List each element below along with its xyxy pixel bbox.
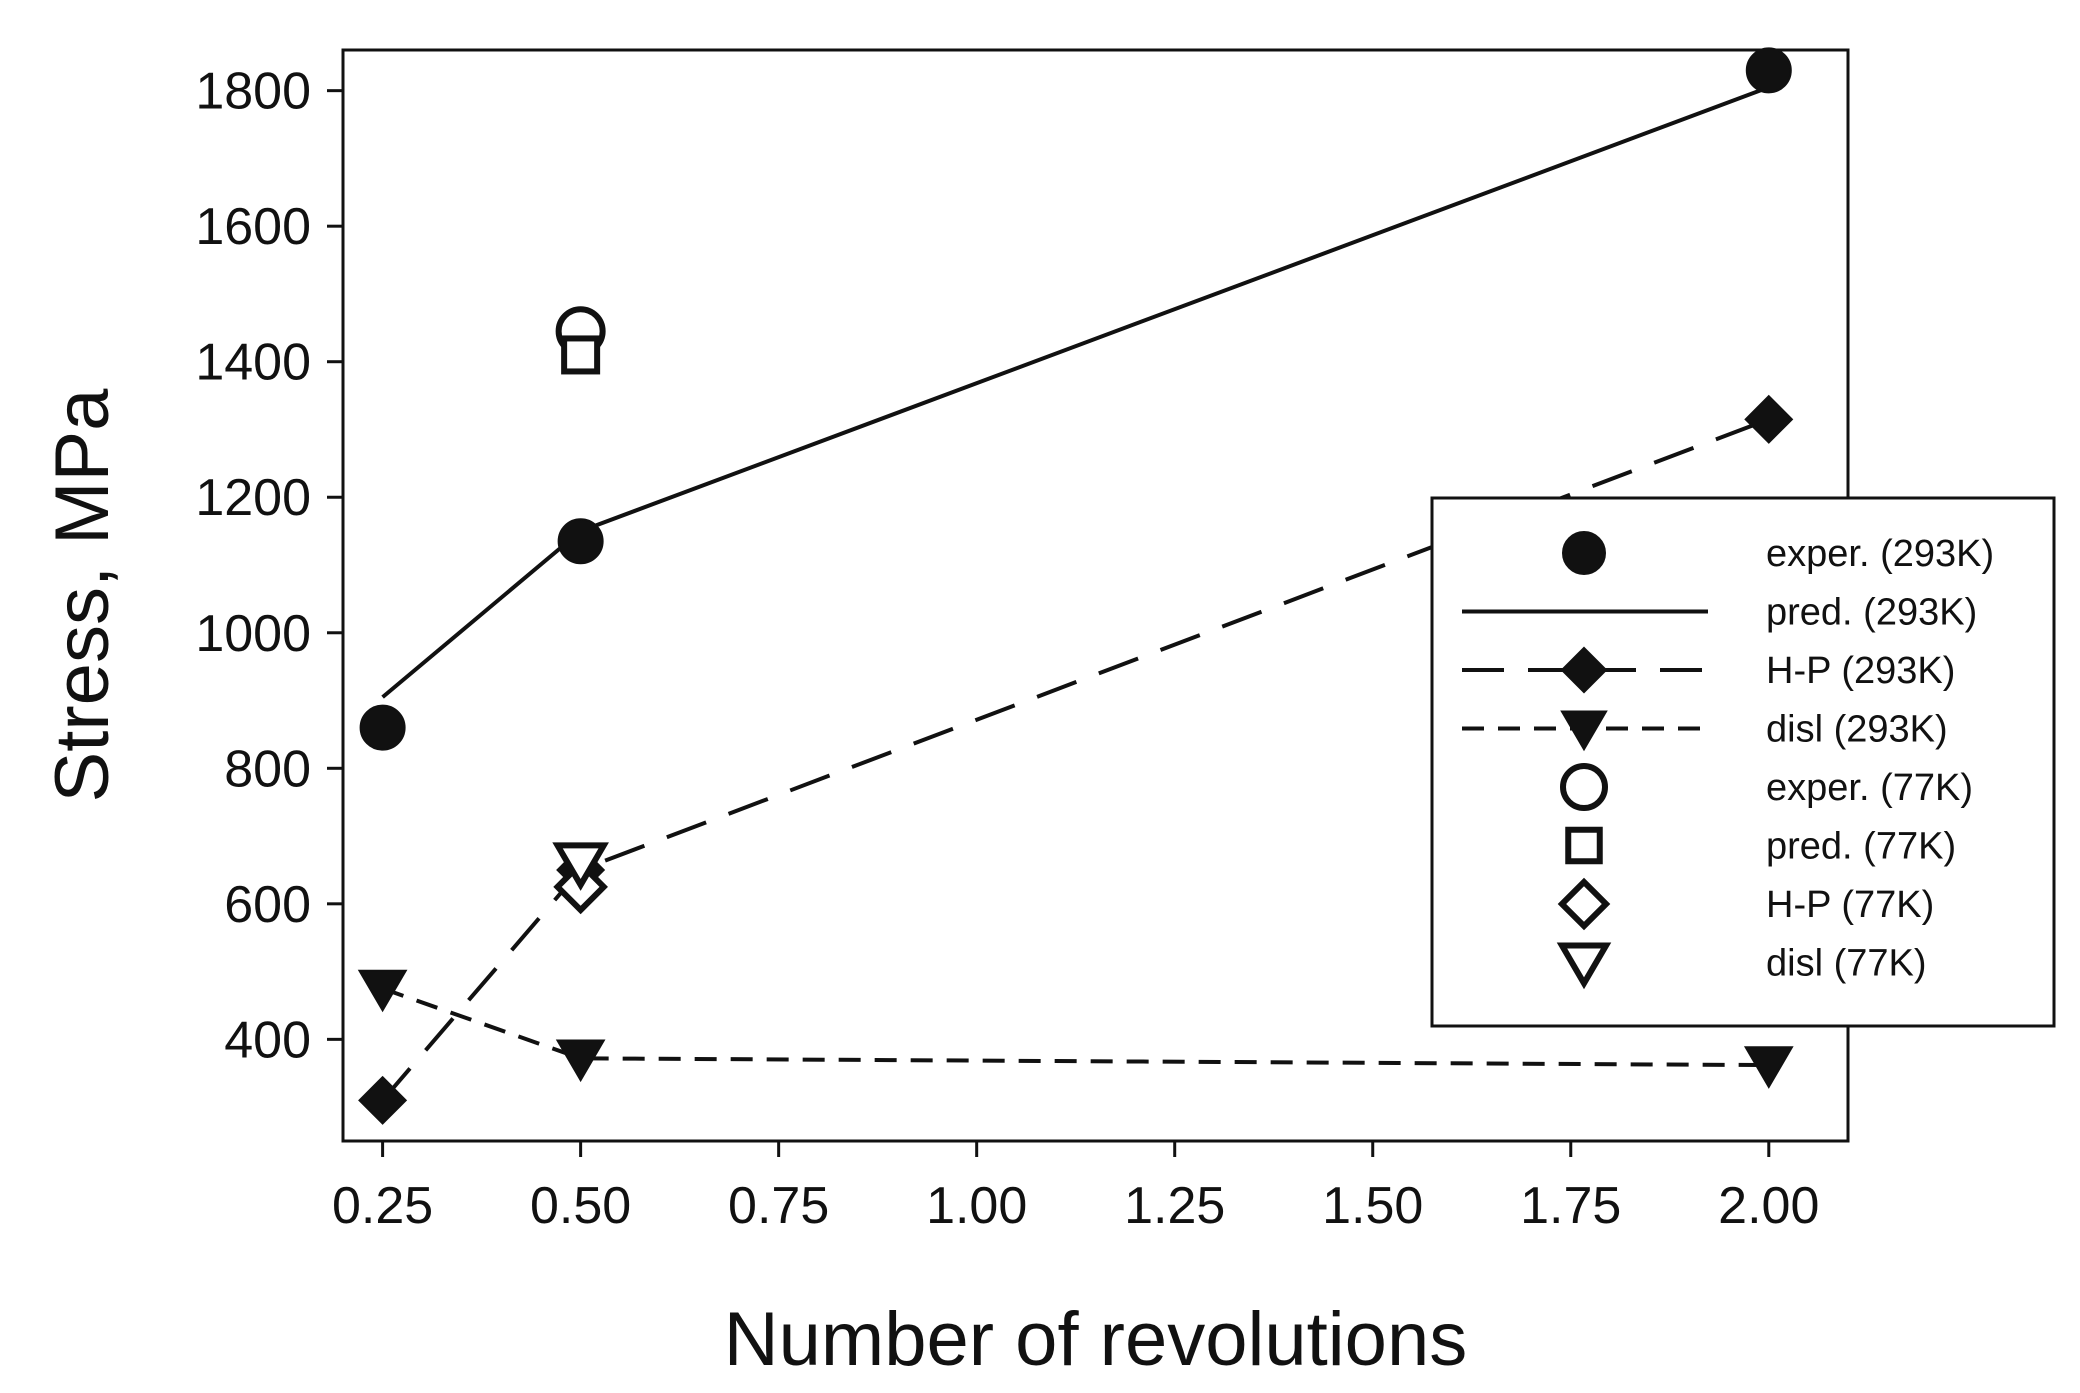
y-tick-label: 400 [224, 1011, 311, 1069]
legend-item: H-P (293K) [1462, 646, 1955, 694]
x-axis: 0.25 0.50 0.75 1.00 1.25 1.50 1.75 2.00 [332, 1141, 1819, 1235]
legend-box [1430, 496, 2056, 1028]
y-tick-label: 800 [224, 740, 311, 798]
y-axis-title: Stress, MPa [40, 388, 125, 803]
x-axis-title: Number of revolutions [724, 1297, 1467, 1382]
data-point [357, 969, 408, 1013]
legend-symbol [1560, 710, 1608, 752]
legend-symbol [1560, 646, 1608, 694]
data-point [1743, 1046, 1794, 1089]
x-tick-label: 0.50 [530, 1177, 631, 1235]
legend-symbol [1557, 877, 1611, 931]
data-point [358, 1075, 408, 1125]
x-tick-label: 1.75 [1520, 1177, 1621, 1235]
x-tick-label: 1.50 [1322, 1177, 1423, 1235]
data-point [561, 335, 601, 375]
y-tick-label: 1200 [195, 469, 311, 527]
x-tick-label: 1.25 [1124, 1177, 1225, 1235]
series-markers [357, 47, 1794, 1125]
legend-item: pred. (293K) [1462, 592, 1977, 634]
legend-label: H-P (77K) [1766, 884, 1934, 926]
legend-label: disl (77K) [1766, 943, 1927, 985]
y-tick-label: 1600 [195, 198, 311, 256]
legend-symbol [1560, 763, 1608, 811]
x-tick-label: 0.75 [728, 1177, 829, 1235]
data-point [359, 704, 406, 751]
legend-item: exper. (77K) [1560, 763, 1973, 811]
legend-item: H-P (77K) [1557, 877, 1934, 931]
legend-label: exper. (77K) [1766, 767, 1973, 809]
legend-symbol [1556, 942, 1612, 990]
legend-item: exper. (293K) [1562, 531, 1994, 575]
data-point [555, 1039, 606, 1083]
y-axis: 400 600 800 1000 1200 1400 1600 1800 [195, 63, 343, 1069]
legend-label: exper. (293K) [1766, 533, 1994, 575]
y-tick-label: 1000 [195, 605, 311, 663]
data-point [552, 842, 609, 891]
x-tick-label: 0.25 [332, 1177, 433, 1235]
legend-symbol [1565, 826, 1603, 865]
legend-label: H-P (293K) [1766, 650, 1955, 692]
legend-label: disl (293K) [1766, 709, 1948, 751]
legend-label: pred. (293K) [1766, 592, 1977, 634]
legend-item: disl (77K) [1556, 942, 1927, 990]
y-tick-label: 1400 [195, 334, 311, 392]
legend-item: disl (293K) [1462, 709, 1948, 752]
y-tick-label: 600 [224, 876, 311, 934]
data-point [557, 518, 604, 565]
legend: exper. (293K) pred. (293K) H-P (293K) disl … [1430, 496, 2056, 1028]
x-tick-label: 2.00 [1718, 1177, 1819, 1235]
legend-item: pred. (77K) [1565, 826, 1956, 868]
data-point [1744, 394, 1794, 444]
legend-label: pred. (77K) [1766, 826, 1956, 868]
y-tick-label: 1800 [195, 63, 311, 121]
legend-symbol [1562, 531, 1606, 575]
x-tick-label: 1.00 [926, 1177, 1027, 1235]
data-point [1745, 47, 1792, 94]
